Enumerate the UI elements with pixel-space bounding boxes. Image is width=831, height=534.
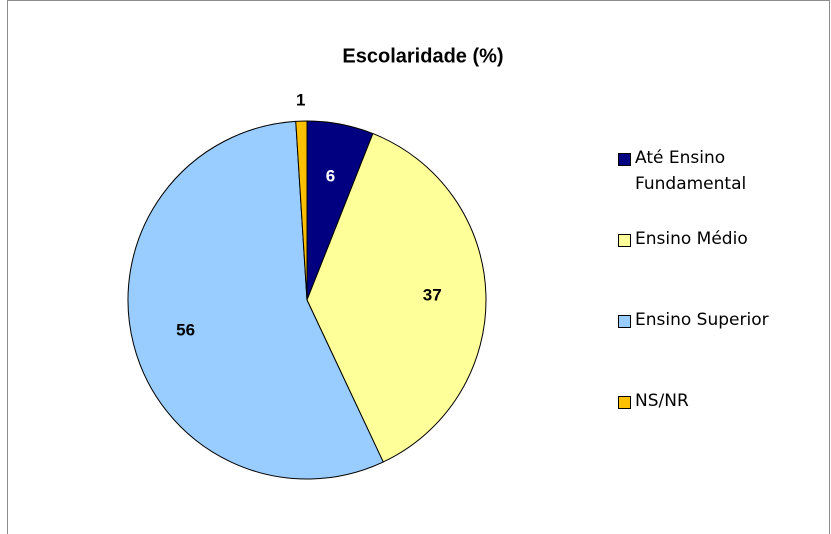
legend-swatch — [618, 153, 631, 166]
data-label: 37 — [423, 286, 442, 305]
data-label: 1 — [296, 91, 305, 110]
legend-label: Ensino Médio — [635, 229, 748, 249]
legend-label: Até Ensino Fundamental — [635, 148, 747, 194]
chart-border — [7, 0, 830, 534]
pie-slice — [306, 132, 487, 463]
legend-swatch — [618, 234, 631, 247]
legend-item: Ensino Médio — [618, 229, 818, 252]
legend-label: Ensino Superior — [635, 310, 769, 330]
legend-item: Ensino Superior — [618, 310, 818, 333]
legend-label: NS/NR — [635, 391, 689, 411]
legend-item: Até Ensino Fundamental — [618, 148, 818, 197]
legend-item: NS/NR — [618, 391, 818, 414]
legend-swatch — [618, 315, 631, 328]
legend-swatch — [618, 396, 631, 409]
pie-slice — [295, 120, 308, 301]
data-label: 6 — [326, 166, 335, 185]
chart-title: Escolaridade (%) — [342, 45, 503, 67]
data-label: 56 — [176, 321, 195, 340]
pie-slice — [127, 120, 384, 480]
